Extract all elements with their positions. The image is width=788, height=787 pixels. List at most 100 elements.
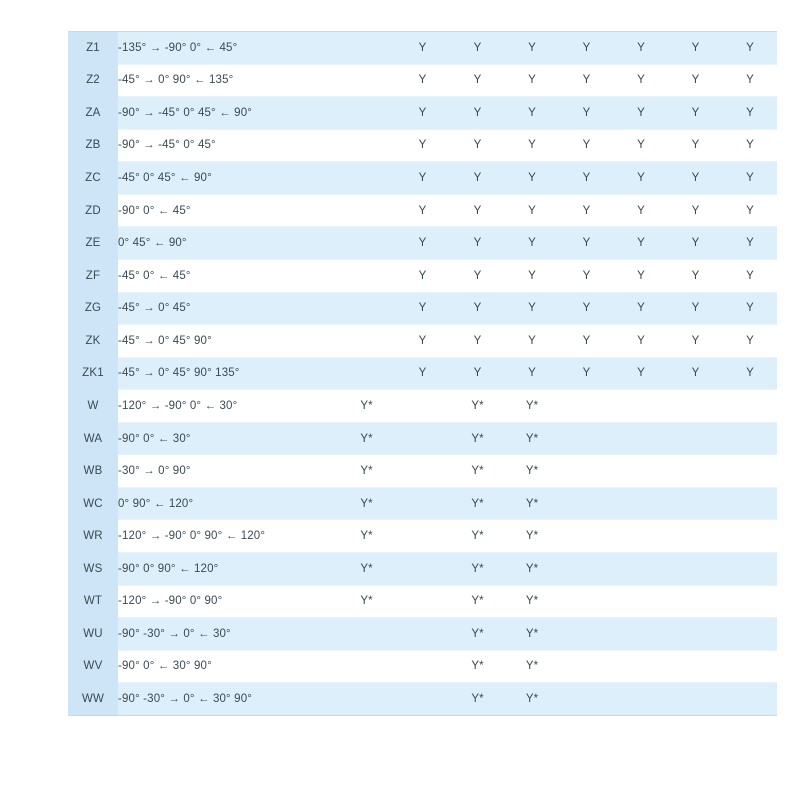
row-mark-cell: Y — [559, 194, 614, 228]
row-mark-cell: Y* — [450, 487, 505, 521]
row-description-cell: -45° → 0° 90° ← 135° — [118, 64, 338, 98]
row-mark-cell: Y — [505, 96, 559, 130]
row-mark-cell: Y — [559, 64, 614, 98]
row-mark-cell: Y — [723, 259, 777, 293]
row-mark-cell: Y — [614, 96, 668, 130]
row-mark-cell — [668, 487, 723, 521]
row-description-cell: -30° → 0° 90° — [118, 454, 338, 488]
row-code-cell: WT — [68, 585, 118, 618]
row-mark-cell — [395, 552, 450, 586]
row-mark-cell — [723, 617, 777, 651]
row-description-cell: -90° -30° → 0° ← 30° — [118, 617, 338, 651]
row-description-cell: -135° → -90° 0° ← 45° — [118, 31, 338, 65]
row-description-cell: -120° → -90° 0° 90° — [118, 585, 338, 619]
row-mark-cell: Y — [614, 226, 668, 260]
row-mark-cell: Y — [505, 324, 559, 358]
row-mark-cell: Y — [559, 129, 614, 163]
table-row: WU -90° -30° → 0° ← 30° Y* Y* — [68, 617, 777, 651]
row-mark-cell: Y* — [338, 552, 395, 586]
row-mark-cell — [723, 487, 777, 521]
table-row: WR -120° → -90° 0° 90° ← 120° Y* Y* Y* — [68, 519, 777, 553]
row-mark-cell: Y — [614, 129, 668, 163]
table-row: WS -90° 0° 90° ← 120° Y* Y* Y* — [68, 552, 777, 586]
beam-angle-code-table: Z1 -135° → -90° 0° ← 45° Y Y Y Y Y Y Y Z2 -45° → 0… — [68, 31, 777, 716]
row-code-cell: ZD — [68, 194, 118, 227]
row-mark-cell: Y* — [450, 389, 505, 423]
row-code-cell: WV — [68, 650, 118, 683]
table-row: ZD -90° 0° ← 45° Y Y Y Y Y Y Y — [68, 194, 777, 228]
row-mark-cell — [559, 389, 614, 423]
row-mark-cell: Y* — [338, 454, 395, 488]
row-mark-cell: Y — [723, 324, 777, 358]
row-mark-cell — [338, 357, 395, 391]
row-mark-cell — [614, 422, 668, 456]
table-row: WW -90° -30° → 0° ← 30° 90° Y* Y* — [68, 682, 777, 716]
row-mark-cell: Y* — [450, 552, 505, 586]
row-mark-cell: Y — [668, 31, 723, 65]
row-mark-cell — [723, 682, 777, 716]
row-description-cell: -120° → -90° 0° 90° ← 120° — [118, 519, 338, 553]
table-row: Z2 -45° → 0° 90° ← 135° Y Y Y Y Y Y Y — [68, 64, 777, 98]
row-mark-cell — [559, 650, 614, 684]
row-mark-cell: Y — [668, 64, 723, 98]
row-mark-cell — [668, 389, 723, 423]
row-mark-cell — [338, 292, 395, 326]
row-mark-cell: Y* — [450, 454, 505, 488]
row-description-cell: -45° → 0° 45° 90° — [118, 324, 338, 358]
row-mark-cell: Y — [505, 357, 559, 391]
row-mark-cell: Y — [395, 64, 450, 98]
row-mark-cell: Y — [668, 96, 723, 130]
row-mark-cell — [723, 422, 777, 456]
row-description-cell: 0° 90° ← 120° — [118, 487, 338, 521]
row-mark-cell — [338, 194, 395, 228]
row-mark-cell: Y — [395, 259, 450, 293]
row-mark-cell: Y — [395, 292, 450, 326]
row-mark-cell: Y — [559, 324, 614, 358]
row-mark-cell — [668, 617, 723, 651]
row-mark-cell: Y — [450, 31, 505, 65]
row-mark-cell: Y — [505, 161, 559, 195]
table-row: WC 0° 90° ← 120° Y* Y* Y* — [68, 487, 777, 521]
row-code-cell: WU — [68, 617, 118, 651]
row-mark-cell: Y — [395, 161, 450, 195]
row-mark-cell: Y* — [505, 389, 559, 423]
row-code-cell: WA — [68, 422, 118, 455]
row-code-cell: WW — [68, 682, 118, 716]
row-mark-cell: Y — [723, 194, 777, 228]
row-mark-cell: Y — [395, 96, 450, 130]
row-mark-cell: Y — [505, 259, 559, 293]
row-description-cell: -90° 0° ← 30° — [118, 422, 338, 456]
row-code-cell: WB — [68, 454, 118, 488]
row-mark-cell — [395, 389, 450, 423]
row-mark-cell — [559, 552, 614, 586]
row-mark-cell: Y — [450, 194, 505, 228]
table-row: WV -90° 0° ← 30° 90° Y* Y* — [68, 650, 777, 684]
row-mark-cell: Y — [450, 161, 505, 195]
row-mark-cell: Y — [559, 161, 614, 195]
row-mark-cell: Y* — [450, 617, 505, 651]
row-mark-cell: Y — [505, 292, 559, 326]
row-mark-cell — [614, 487, 668, 521]
angle-table-container: Z1 -135° → -90° 0° ← 45° Y Y Y Y Y Y Y Z2 -45° → 0… — [68, 31, 777, 716]
row-mark-cell: Y — [614, 292, 668, 326]
row-mark-cell: Y — [559, 96, 614, 130]
row-mark-cell: Y — [450, 226, 505, 260]
row-description-cell: 0° 45° ← 90° — [118, 226, 338, 260]
row-description-cell: -90° → -45° 0° 45° ← 90° — [118, 96, 338, 130]
row-mark-cell: Y* — [450, 519, 505, 553]
row-mark-cell: Y — [614, 31, 668, 65]
row-code-cell: WS — [68, 552, 118, 586]
row-description-cell: -45° → 0° 45° 90° 135° — [118, 357, 338, 391]
row-mark-cell: Y — [614, 194, 668, 228]
row-mark-cell — [668, 552, 723, 586]
table-row: ZC -45° 0° 45° ← 90° Y Y Y Y Y Y Y — [68, 161, 777, 195]
row-mark-cell: Y* — [505, 650, 559, 684]
row-mark-cell — [395, 487, 450, 521]
row-mark-cell: Y — [559, 226, 614, 260]
row-mark-cell — [395, 519, 450, 553]
row-description-cell: -45° 0° 45° ← 90° — [118, 161, 338, 195]
row-mark-cell: Y* — [505, 682, 559, 716]
row-mark-cell — [614, 454, 668, 488]
row-code-cell: ZC — [68, 161, 118, 195]
table-row: ZG -45° → 0° 45° Y Y Y Y Y Y Y — [68, 292, 777, 326]
